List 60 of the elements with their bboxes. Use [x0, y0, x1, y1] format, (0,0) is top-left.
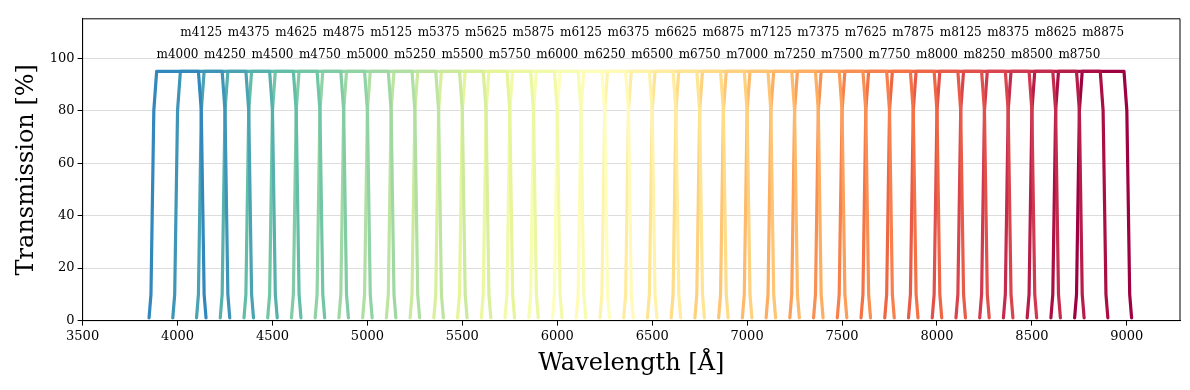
series-label: m6500	[631, 46, 674, 61]
series-label: m8750	[1058, 46, 1101, 61]
text: m5875	[512, 24, 555, 39]
series-label: m6750	[678, 46, 721, 61]
x-tick-label: 4500	[255, 327, 290, 343]
y-tick-label: 0	[66, 311, 75, 327]
text: m6125	[560, 24, 602, 39]
x-tick-label: 9000	[1110, 327, 1144, 343]
text: m6375	[607, 24, 650, 39]
x-tick-label: 6500	[635, 327, 669, 343]
y-tick-label: 100	[49, 49, 75, 65]
x-tick-label: 3500	[66, 327, 100, 343]
x-tick-label: 5500	[445, 327, 479, 343]
series-label: m7750	[868, 46, 911, 61]
series-label: m8250	[963, 46, 1006, 61]
text: m4875	[322, 24, 365, 39]
x-tick-label: 8500	[1015, 327, 1049, 343]
x-tick-label: 4000	[161, 327, 195, 343]
series-label: m8500	[1010, 46, 1053, 61]
series-label: m5750	[488, 46, 531, 61]
text: m7375	[797, 24, 840, 39]
text: m7125	[749, 24, 792, 39]
text: m7625	[844, 24, 887, 39]
y-tick-label: 80	[58, 102, 75, 118]
text: m8375	[987, 24, 1030, 39]
series-label: m4250	[204, 46, 246, 61]
series-label: m5500	[441, 46, 484, 61]
series-label: m5250	[393, 46, 436, 61]
text: m8875	[1082, 24, 1125, 39]
series-label: m5000	[346, 46, 389, 61]
y-tick-label: 20	[58, 259, 75, 275]
x-tick-label: 7500	[825, 327, 859, 343]
series-label: m4750	[298, 46, 341, 61]
series-label: m7500	[821, 46, 864, 61]
series-label: m8000	[916, 46, 958, 61]
text: m5375	[417, 24, 460, 39]
text: m8625	[1034, 24, 1077, 39]
text: m5625	[465, 24, 508, 39]
x-tick-label: 8000	[920, 327, 954, 343]
y-axis-title: Transmission [%]	[10, 64, 39, 276]
text: m8125	[939, 24, 982, 39]
text: m6625	[654, 24, 697, 39]
series-label: m6250	[583, 46, 626, 61]
text: m7875	[892, 24, 935, 39]
series-label: m4500	[251, 46, 294, 61]
series-label: m7000	[726, 46, 769, 61]
x-axis-title: Wavelength [Å]	[538, 346, 725, 376]
y-tick-label: 60	[58, 154, 75, 170]
text: m5125	[370, 24, 413, 39]
series-label: m6000	[536, 46, 579, 61]
x-tick-label: 5000	[350, 327, 384, 343]
y-tick-label: 40	[58, 207, 75, 222]
text: m6875	[702, 24, 745, 39]
x-tick-label: 6000	[540, 327, 574, 343]
series-label: m4000	[156, 46, 199, 61]
x-tick-label: 7000	[730, 327, 764, 343]
text: m4125	[180, 24, 223, 39]
text: m4625	[275, 24, 318, 39]
text: m4375	[227, 24, 270, 39]
series-label: m7250	[773, 46, 816, 61]
